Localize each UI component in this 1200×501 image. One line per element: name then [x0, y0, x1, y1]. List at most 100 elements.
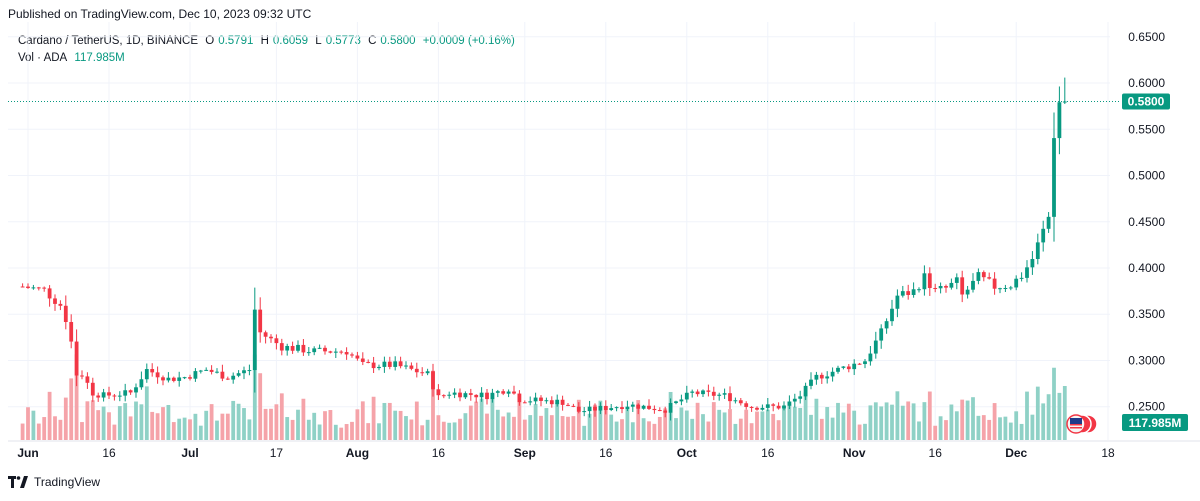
volume-bar	[593, 404, 597, 440]
candle-body	[911, 289, 916, 295]
volume-bar	[74, 354, 79, 440]
candle-body	[377, 366, 381, 369]
candle-body	[593, 406, 597, 411]
candle-body	[555, 399, 560, 405]
volume-bar	[150, 411, 155, 440]
candle-body	[258, 309, 263, 333]
candle-body	[890, 308, 894, 322]
candle-body	[458, 392, 462, 398]
volume-label[interactable]: Vol · ADA	[18, 52, 68, 64]
candle-body	[733, 400, 738, 402]
candle-body	[171, 377, 176, 381]
candle-body	[139, 379, 144, 388]
candle-body	[123, 390, 128, 396]
candle-body	[155, 372, 160, 378]
footer-brand-label: TradingView	[34, 475, 101, 489]
candle-body	[274, 338, 279, 344]
volume-bar	[26, 407, 30, 440]
open-label: O	[205, 35, 215, 47]
time-tick-label: 16	[432, 446, 446, 460]
volume-bar	[279, 393, 284, 440]
candle-body	[366, 361, 371, 363]
candle-body	[263, 332, 268, 337]
volume-badge	[1122, 414, 1188, 431]
candle-body	[528, 401, 533, 403]
chart-grid	[8, 22, 1200, 442]
volume-bars	[20, 354, 1067, 440]
volume-bar	[798, 407, 803, 440]
candle-body	[209, 369, 214, 372]
time-tick-label: 16	[929, 446, 943, 460]
volume-bar	[711, 402, 716, 440]
volume-bar	[47, 391, 52, 440]
volume-bar	[495, 409, 500, 440]
volume-bar	[155, 413, 160, 440]
volume-bar	[274, 404, 279, 440]
candle-body	[544, 400, 549, 402]
candle-body	[701, 390, 705, 395]
candle-body	[339, 351, 344, 353]
candle-body	[63, 305, 68, 323]
candle-body	[242, 370, 246, 374]
footer-brand[interactable]: TradingView	[8, 475, 100, 489]
volume-bar	[387, 402, 392, 440]
volume-bar	[31, 410, 36, 440]
candle-body	[447, 394, 452, 396]
volume-bar	[641, 418, 646, 440]
volume-bar	[701, 414, 705, 440]
volume-bar	[123, 403, 128, 440]
events-icon[interactable]	[1066, 414, 1098, 434]
volume-bar	[760, 411, 765, 440]
volume-bar	[312, 412, 317, 440]
candle-body	[987, 277, 992, 279]
candle-body	[825, 376, 830, 379]
candle-body	[382, 361, 387, 367]
volume-bar	[846, 403, 851, 440]
time-tick-label: Nov	[843, 446, 866, 460]
volume-bar	[1030, 414, 1035, 440]
volume-bar	[782, 405, 786, 440]
candle-body	[517, 393, 522, 403]
high-label: H	[260, 35, 269, 47]
price-tick-label: 0.2500	[1128, 400, 1165, 414]
volume-bar	[819, 418, 824, 440]
volume-bar	[603, 406, 608, 440]
volume-bar	[706, 421, 711, 440]
candle-body	[414, 368, 419, 373]
candle-body	[425, 371, 430, 374]
volume-bar	[884, 402, 889, 440]
candle-body	[992, 278, 997, 289]
volume-bar	[139, 404, 144, 440]
candle-body	[436, 389, 441, 396]
candle-body	[506, 391, 511, 394]
volume-bar	[895, 391, 900, 440]
volume-bar	[555, 402, 560, 440]
volume-bar	[911, 403, 916, 440]
volume-bar	[954, 411, 959, 440]
volume-bar	[549, 415, 554, 440]
volume-bar	[987, 419, 992, 440]
volume-bar	[452, 422, 457, 440]
candle-body	[134, 387, 138, 393]
candle-body	[603, 405, 608, 411]
volume-bar	[755, 411, 759, 440]
published-note: Published on TradingView.com, Dec 10, 20…	[8, 7, 312, 21]
volume-bar	[809, 414, 813, 440]
candle-body	[1046, 216, 1051, 229]
volume-bar	[960, 399, 965, 440]
candle-body	[58, 303, 63, 306]
volume-bar	[247, 419, 252, 440]
volume-badge-label: 117.985M	[1129, 416, 1182, 430]
candle-body	[193, 371, 198, 379]
candle-body	[468, 393, 473, 395]
candle-body	[792, 398, 797, 402]
candle-body	[441, 395, 446, 397]
candle-body	[857, 363, 862, 365]
price-tick-label: 0.5000	[1128, 169, 1165, 183]
candle-body	[1030, 258, 1035, 268]
candle-body	[522, 402, 527, 404]
candle-body	[161, 377, 165, 381]
symbol-title[interactable]: Cardano / TetherUS, 1D, BINANCE	[18, 35, 199, 47]
candle-body	[998, 288, 1002, 290]
